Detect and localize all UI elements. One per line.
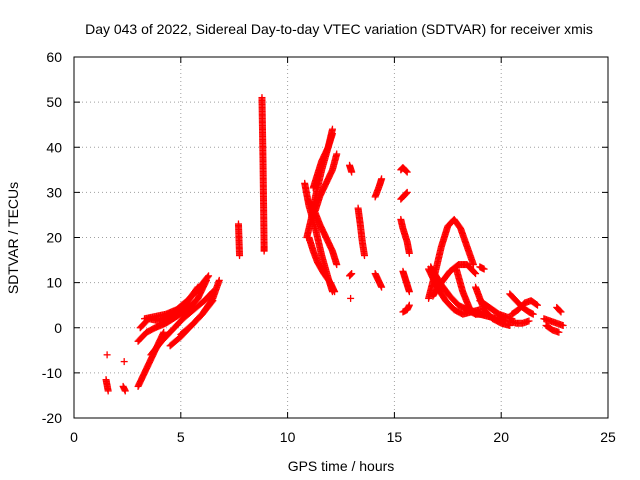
data-point-marker [328,130,336,138]
data-point-marker [333,261,341,269]
grid-lines [74,57,608,418]
y-tick-label: 30 [46,184,62,200]
y-tick-label: 20 [46,230,62,246]
data-point-marker [402,167,410,175]
data-point-marker [480,265,488,273]
data-point-marker [559,321,567,329]
data-markers [102,94,567,395]
data-point-marker [360,252,368,260]
data-point-marker [348,168,356,176]
data-point-marker [104,387,112,395]
data-point-marker [405,301,413,309]
data-point-marker [529,310,537,318]
data-point-marker [403,189,411,197]
chart-title: Day 043 of 2022, Sidereal Day-to-day VTE… [85,21,593,37]
data-point-marker [236,252,244,260]
data-point-marker [333,150,341,158]
x-axis-label: GPS time / hours [288,458,395,474]
data-point-marker [204,273,212,281]
data-point-marker [534,301,542,309]
y-tick-label: 50 [46,94,62,110]
x-tick-label: 20 [493,429,509,445]
y-axis-label: SDTVAR / TECUs [5,182,21,294]
data-point-marker [103,351,111,359]
x-tick-label: 0 [70,429,78,445]
data-point-marker [556,307,564,315]
y-tick-label: 10 [46,275,62,291]
data-point-marker [469,261,477,269]
y-tick-label: 40 [46,139,62,155]
x-tick-label: 15 [387,429,403,445]
data-point-marker [120,358,128,366]
data-point-marker [160,328,168,336]
y-tick-label: 60 [46,49,62,65]
axis-ticks: 0 5 10 15 20 25 -20 -10 0 10 20 30 40 50 60 [42,49,616,445]
data-point-marker [378,175,386,183]
x-tick-label: 10 [280,429,296,445]
y-tick-label: 0 [54,320,62,336]
data-point-marker [403,168,411,176]
data-point-marker [405,288,413,296]
data-point-marker [346,271,354,279]
data-point-marker [348,270,356,278]
data-point-marker [121,387,129,395]
data-point-marker [205,272,213,280]
data-point-marker [471,269,479,277]
data-point-marker [402,190,410,198]
x-tick-label: 25 [600,429,616,445]
x-tick-label: 5 [177,429,185,445]
data-point-marker [405,249,413,257]
data-point-marker [347,270,355,278]
data-point-marker [260,247,268,255]
data-point-marker [331,288,339,296]
data-point-marker [555,328,563,336]
data-point-marker [215,276,223,284]
data-point-marker [557,308,565,316]
y-tick-label: -20 [42,410,62,426]
y-tick-label: -10 [42,365,62,381]
data-point-marker [378,283,386,291]
data-point-marker [532,300,540,308]
data-point-marker [525,317,533,325]
data-point-marker [472,270,480,278]
data-point-marker [403,188,411,196]
data-point-marker [347,294,355,302]
